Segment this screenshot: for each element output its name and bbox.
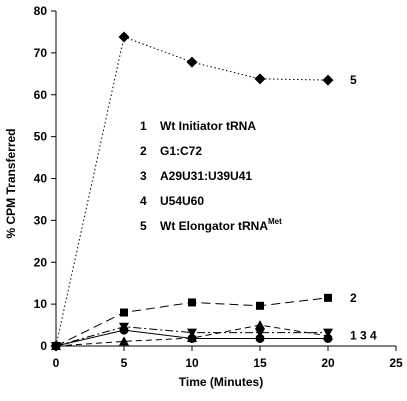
y-tick-label: 60	[34, 88, 48, 102]
legend-number: 3	[140, 169, 147, 183]
legend-label: A29U31:U39U41	[160, 169, 252, 183]
data-point-triangle-up	[119, 336, 129, 346]
series-end-label: 5	[350, 73, 357, 87]
data-point-square	[324, 293, 332, 302]
data-point-square	[256, 301, 264, 310]
data-point-triangle-up	[255, 320, 265, 330]
data-point-triangle-down	[323, 328, 333, 338]
y-tick-label: 80	[34, 4, 48, 18]
x-tick-label: 0	[53, 356, 60, 370]
legend-label: U54U60	[160, 194, 204, 208]
y-tick-label: 30	[34, 213, 48, 227]
y-tick-label: 70	[34, 46, 48, 60]
y-tick-label: 10	[34, 297, 48, 311]
data-point-triangle-down	[119, 322, 129, 332]
legend-number: 2	[140, 144, 147, 158]
y-tick-label: 40	[34, 172, 48, 186]
data-point-triangle-down	[187, 328, 197, 338]
x-ticks: 0 5 10 15 20 25	[53, 346, 403, 370]
series-end-label: 1 3 4	[350, 329, 377, 343]
legend-superscript: Met	[268, 217, 282, 226]
y-ticks: 0 10 20 30 40 50 60 70 80	[34, 4, 56, 353]
series-line-3	[55, 324, 329, 347]
legend-label: Wt Elongator tRNAMet	[160, 217, 282, 233]
legend-label: G1:C72	[160, 144, 202, 158]
data-point-diamond	[118, 31, 130, 43]
data-point-diamond	[186, 56, 198, 68]
data-point-square	[120, 308, 128, 317]
x-tick-label: 15	[253, 356, 267, 370]
series-5	[50, 31, 334, 352]
data-point-diamond	[322, 74, 334, 86]
y-tick-label: 0	[40, 339, 47, 353]
data-point-diamond	[254, 73, 266, 85]
x-axis-title: Time (Minutes)	[179, 375, 263, 389]
data-point-circle	[255, 333, 265, 343]
x-tick-label: 5	[121, 356, 128, 370]
y-tick-label: 50	[34, 130, 48, 144]
y-axis-title: % CPM Transferred	[4, 128, 18, 238]
series-end-label: 2	[350, 291, 357, 305]
y-tick-label: 20	[34, 255, 48, 269]
x-tick-label: 20	[321, 356, 335, 370]
x-tick-label: 10	[185, 356, 199, 370]
data-point-triangle-down	[255, 328, 265, 338]
end-labels: 5 2 1 3 4	[350, 73, 377, 342]
x-tick-label: 25	[389, 356, 403, 370]
legend-number: 4	[140, 194, 147, 208]
data-point-diamond	[50, 340, 62, 352]
legend-label: Wt Initiator tRNA	[160, 119, 256, 133]
legend-number: 5	[140, 219, 147, 233]
series-layer	[50, 31, 334, 352]
data-point-square	[188, 298, 196, 307]
series-line-4	[55, 326, 328, 347]
legend: 1 Wt Initiator tRNA 2 G1:C72 3 A29U31:U39U41 4…	[140, 119, 282, 233]
legend-number: 1	[140, 119, 147, 133]
